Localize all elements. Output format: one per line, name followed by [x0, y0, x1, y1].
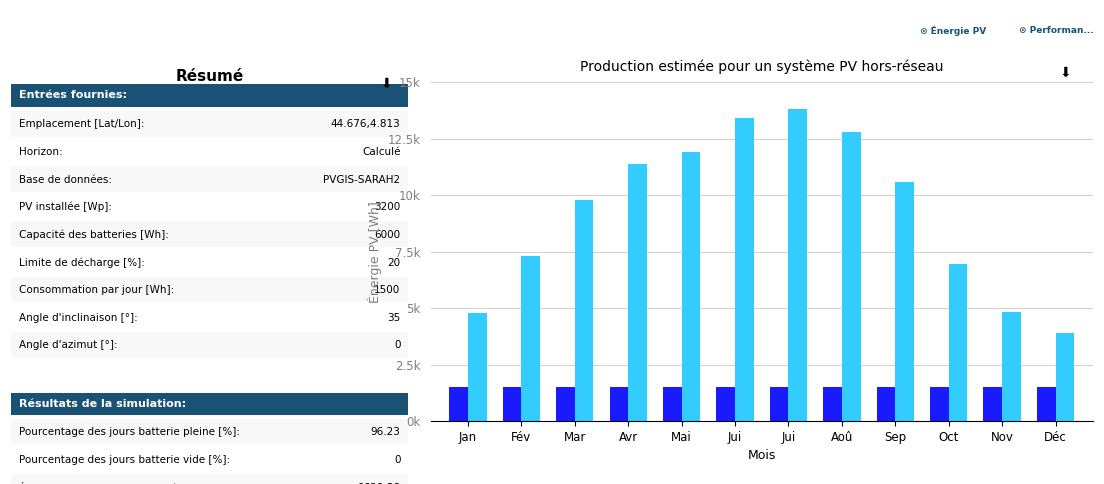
FancyBboxPatch shape [11, 277, 408, 302]
Bar [662, 387, 681, 421]
Bar [735, 119, 754, 421]
Text: 9629.38: 9629.38 [358, 483, 401, 484]
Text: Résumé: Résumé [176, 69, 244, 84]
Text: 3200: 3200 [374, 202, 401, 212]
Text: 0: 0 [394, 455, 401, 465]
Text: 35: 35 [388, 313, 401, 323]
Text: Emplacement [Lat/Lon]:: Emplacement [Lat/Lon]: [19, 120, 145, 129]
Bar [575, 200, 594, 421]
FancyBboxPatch shape [11, 474, 408, 484]
X-axis label: Mois: Mois [747, 449, 776, 462]
Text: Angle d'azimut [°]:: Angle d'azimut [°]: [19, 340, 118, 350]
FancyBboxPatch shape [11, 222, 408, 247]
Bar [609, 387, 628, 421]
Text: Pourcentage des jours batterie pleine [%]:: Pourcentage des jours batterie pleine [%… [19, 427, 240, 438]
Bar [842, 132, 861, 421]
Bar [521, 256, 540, 421]
Text: 96.23: 96.23 [371, 427, 401, 438]
Text: PVGIS-SARAH2: PVGIS-SARAH2 [323, 175, 401, 184]
Y-axis label: Énergie PV [Wh]: Énergie PV [Wh] [368, 201, 382, 302]
Text: Angle d'inclinaison [°]:: Angle d'inclinaison [°]: [19, 313, 138, 323]
Text: 1500: 1500 [374, 285, 401, 295]
FancyBboxPatch shape [11, 111, 408, 136]
FancyBboxPatch shape [11, 419, 408, 445]
Bar [556, 387, 575, 421]
Text: 0: 0 [394, 340, 401, 350]
Text: ⬇: ⬇ [1059, 65, 1071, 79]
Text: Capacité des batteries [Wh]:: Capacité des batteries [Wh]: [19, 229, 169, 240]
FancyBboxPatch shape [11, 85, 408, 107]
Text: Base de données:: Base de données: [19, 175, 112, 184]
Bar [628, 164, 647, 421]
Bar [788, 109, 807, 421]
Text: Consommation par jour [Wh]:: Consommation par jour [Wh]: [19, 285, 174, 295]
Bar [984, 387, 1002, 421]
Bar [1037, 387, 1055, 421]
Text: ⊙ Performan...: ⊙ Performan... [1019, 26, 1094, 35]
Bar [769, 387, 788, 421]
Bar [895, 182, 914, 421]
Text: Calculé: Calculé [362, 147, 401, 157]
FancyBboxPatch shape [11, 447, 408, 472]
Text: 44.676,4.813: 44.676,4.813 [331, 120, 401, 129]
FancyBboxPatch shape [11, 194, 408, 219]
Bar [1002, 312, 1021, 421]
FancyBboxPatch shape [1002, 12, 1104, 51]
Title: Production estimée pour un système PV hors-réseau: Production estimée pour un système PV ho… [580, 60, 944, 74]
Text: PERFORMANCE DU SYSTÈME PV HORS RÉSEAU: RÉSULTATS: PERFORMANCE DU SYSTÈME PV HORS RÉSEAU: R… [200, 20, 794, 38]
Text: Énergie moyenne non capturée [Wh]:: Énergie moyenne non capturée [Wh]: [19, 482, 215, 484]
FancyBboxPatch shape [11, 304, 408, 330]
FancyBboxPatch shape [11, 166, 408, 192]
Bar [449, 387, 468, 421]
Text: PV installée [Wp]:: PV installée [Wp]: [19, 202, 112, 212]
Text: ⬇: ⬇ [381, 77, 393, 91]
FancyBboxPatch shape [11, 249, 408, 275]
Text: Horizon:: Horizon: [19, 147, 63, 157]
Text: ⊙ Énergie PV: ⊙ Énergie PV [920, 25, 986, 36]
Bar [824, 387, 842, 421]
Bar [948, 264, 967, 421]
FancyBboxPatch shape [900, 12, 1007, 51]
Bar [502, 387, 521, 421]
Bar [877, 387, 895, 421]
Text: 6000: 6000 [374, 230, 401, 240]
Text: Limite de décharge [%]:: Limite de décharge [%]: [19, 257, 145, 268]
Bar [930, 387, 948, 421]
Bar [468, 313, 487, 421]
FancyBboxPatch shape [11, 138, 408, 164]
Bar [681, 152, 700, 421]
FancyBboxPatch shape [11, 332, 408, 358]
Text: Pourcentage des jours batterie vide [%]:: Pourcentage des jours batterie vide [%]: [19, 455, 230, 465]
FancyBboxPatch shape [11, 393, 408, 415]
Text: 20: 20 [388, 257, 401, 268]
Text: Entrées fournies:: Entrées fournies: [19, 91, 127, 101]
Bar [716, 387, 735, 421]
Bar [1055, 333, 1074, 421]
Text: Résultats de la simulation:: Résultats de la simulation: [19, 399, 187, 408]
